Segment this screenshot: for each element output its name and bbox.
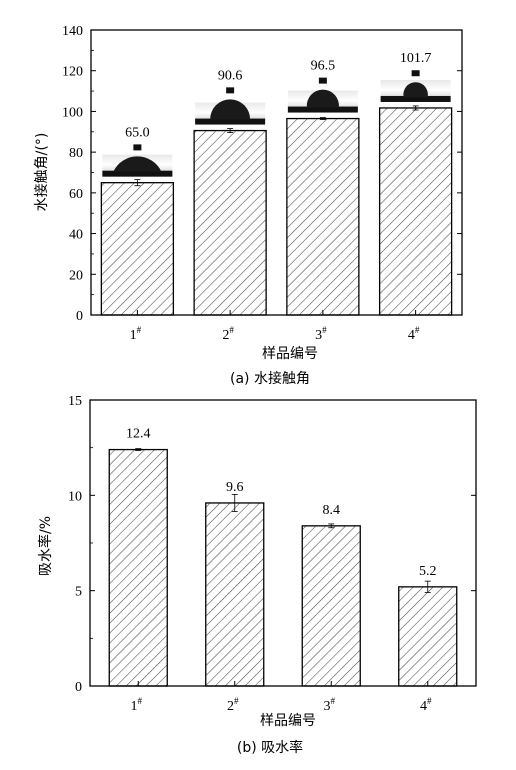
contact-angle-droplet-inset — [287, 77, 358, 113]
contact-angle-droplet-substrate — [287, 106, 358, 113]
contact-angle-y-tick-label: 20 — [69, 268, 83, 283]
contact-angle-caption: (a) 水接触角 — [230, 370, 310, 387]
water-absorption-value-label: 12.4 — [126, 427, 151, 442]
contact-angle-axes: 1# 2# 3# 4# 0 20 40 60 80 100 120 140 — [62, 24, 463, 343]
water-absorption-axes: 1# 2# 3# 4# 0 5 10 15 — [68, 394, 477, 714]
water-absorption-x-tick-label: 4# — [420, 696, 432, 714]
contact-angle-y-tick-label: 140 — [62, 24, 83, 39]
contact-angle-value-label: 96.5 — [311, 59, 336, 74]
water-absorption-error-bar — [231, 493, 238, 512]
water-absorption-error-bar — [424, 580, 431, 593]
contact-angle-xlabel: 样品编号 — [262, 346, 318, 362]
contact-angle-droplet — [306, 89, 339, 108]
contact-angle-x-tick-label: 3# — [315, 325, 327, 343]
contact-angle-x-tick-label: 1# — [130, 325, 142, 343]
water-absorption-bar — [398, 586, 458, 687]
water-absorption-y-tick-label: 10 — [68, 489, 82, 504]
contact-angle-chart: 65.0 90.6 96.5 101.7 1# 2# 3# 4# 0 20 40 60 80 100 12… — [33, 24, 463, 387]
contact-angle-bar — [286, 117, 360, 316]
contact-angle-error-bar — [134, 179, 141, 187]
contact-angle-error-bar — [227, 128, 234, 134]
contact-angle-y-tick-label: 60 — [69, 187, 83, 202]
contact-angle-value-label: 65.0 — [125, 125, 150, 140]
water-absorption-xlabel: 样品编号 — [260, 713, 316, 729]
contact-angle-bars: 65.0 90.6 96.5 101.7 — [100, 51, 453, 316]
water-absorption-bar — [301, 525, 361, 687]
water-absorption-y-tick-label: 15 — [68, 394, 82, 409]
contact-angle-droplet-inset — [195, 87, 266, 125]
contact-angle-droplet-substrate — [380, 95, 451, 102]
contact-angle-needle-tip — [411, 70, 420, 77]
water-absorption-y-tick-label: 0 — [75, 680, 82, 695]
water-absorption-caption: (b) 吸水率 — [237, 739, 303, 756]
water-absorption-x-tick-label: 3# — [324, 696, 336, 714]
contact-angle-x-tick-label: 2# — [222, 325, 234, 343]
contact-angle-droplet — [210, 99, 251, 120]
contact-angle-x-tick-label: 4# — [408, 325, 420, 343]
water-absorption-error-bar — [328, 523, 335, 529]
water-absorption-y-tick-label: 5 — [75, 585, 82, 600]
contact-angle-needle-tip — [226, 87, 235, 94]
contact-angle-y-tick-label: 120 — [62, 65, 83, 80]
contact-angle-bar — [193, 129, 267, 316]
contact-angle-y-tick-label: 40 — [69, 228, 83, 243]
contact-angle-error-bar — [412, 105, 419, 111]
contact-angle-value-label: 90.6 — [218, 68, 243, 83]
water-absorption-value-label: 5.2 — [419, 564, 437, 579]
contact-angle-needle-tip — [133, 144, 142, 151]
water-absorption-value-label: 9.6 — [226, 480, 244, 495]
water-absorption-bars: 12.4 9.6 8.4 5.2 — [108, 427, 458, 687]
water-absorption-bar — [108, 448, 168, 687]
water-absorption-x-tick-label: 2# — [227, 696, 239, 714]
contact-angle-y-tick-label: 100 — [62, 105, 83, 120]
contact-angle-droplet-substrate — [195, 118, 266, 125]
contact-angle-bar — [100, 182, 175, 316]
water-absorption-error-bar — [135, 448, 142, 451]
water-absorption-x-tick-label: 1# — [131, 696, 143, 714]
contact-angle-error-bar — [319, 117, 326, 120]
contact-angle-droplet — [113, 156, 162, 172]
contact-angle-droplet-inset — [102, 144, 173, 177]
contact-angle-bar — [378, 107, 453, 316]
contact-angle-needle-tip — [318, 77, 327, 84]
contact-angle-droplet-substrate — [102, 170, 173, 177]
water-absorption-bar — [205, 502, 265, 687]
contact-angle-ylabel: 水接触角/(°) — [33, 133, 50, 212]
water-absorption-value-label: 8.4 — [323, 503, 341, 518]
contact-angle-y-tick-label: 80 — [69, 146, 83, 161]
water-absorption-ylabel: 吸水率/% — [37, 516, 54, 576]
contact-angle-droplet — [403, 82, 428, 97]
contact-angle-value-label: 101.7 — [400, 51, 432, 66]
contact-angle-droplet-inset — [380, 70, 451, 102]
contact-angle-y-tick-label: 0 — [76, 309, 83, 324]
